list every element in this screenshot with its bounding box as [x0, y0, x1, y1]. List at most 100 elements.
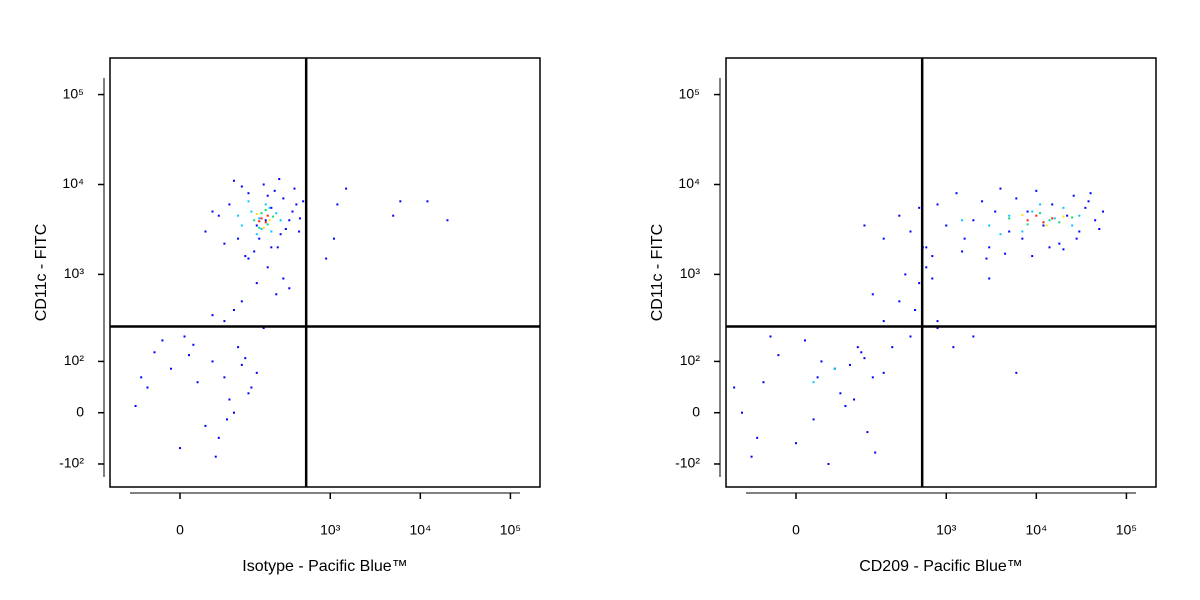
event-dot	[237, 346, 240, 349]
event-dot	[255, 233, 258, 236]
x-tick-label: 0	[176, 522, 184, 538]
event-dot	[1008, 217, 1011, 220]
event-dot	[961, 219, 964, 222]
event-dot	[288, 219, 291, 222]
plot-frame	[725, 57, 1157, 488]
event-dot	[188, 354, 191, 357]
plot: 0 10³ 10⁴ 10⁵ -10² 0 10² 10³ 10⁴ 10⁵ CD209 - Pacif…	[649, 57, 1157, 575]
event-dot	[1089, 192, 1092, 195]
event-dot	[298, 217, 301, 220]
event-dot	[276, 246, 279, 249]
event-dot	[1015, 371, 1018, 374]
event-dot	[228, 203, 231, 206]
event-dot	[240, 185, 243, 188]
event-dot	[1071, 216, 1074, 219]
y-tick-label: 10³	[680, 265, 701, 281]
event-dot	[282, 197, 285, 200]
event-dot	[204, 230, 207, 233]
event-dot	[223, 242, 226, 245]
event-dot	[253, 219, 256, 222]
plot-frame	[109, 57, 541, 488]
event-dot	[270, 230, 273, 233]
event-dot	[237, 214, 240, 217]
event-dot	[253, 250, 256, 253]
event-dot	[999, 187, 1002, 190]
y-tick-label: 10⁴	[62, 175, 84, 191]
event-dot	[134, 405, 137, 408]
event-dot	[1072, 194, 1075, 197]
event-dot	[1039, 212, 1042, 215]
event-dot	[302, 200, 305, 203]
event-dot	[282, 277, 285, 280]
event-dot	[804, 339, 807, 342]
event-dot	[1021, 213, 1024, 216]
event-dot	[820, 360, 823, 363]
event-dot	[756, 436, 759, 439]
event-dot	[1039, 203, 1042, 206]
event-dot	[446, 219, 449, 222]
event-dot	[853, 398, 856, 401]
event-dot	[262, 183, 265, 186]
event-dot	[1048, 246, 1051, 249]
event-dot	[777, 354, 780, 357]
event-dot	[211, 314, 214, 317]
event-dot	[871, 293, 874, 296]
event-dot	[981, 200, 984, 203]
event-dot	[293, 187, 296, 190]
event-dot	[909, 335, 912, 338]
event-dot	[988, 224, 991, 227]
event-dot	[196, 381, 199, 384]
event-dot	[931, 255, 934, 258]
event-dot	[270, 206, 273, 209]
x-axis-label: CD209 - Pacific Blue™	[859, 558, 1023, 575]
event-dot	[972, 335, 975, 338]
event-dot	[863, 357, 866, 360]
event-dot	[232, 179, 235, 182]
event-dot	[1102, 210, 1105, 213]
event-dot	[247, 257, 250, 260]
event-dot	[1031, 210, 1034, 213]
event-dot	[833, 367, 836, 370]
event-dot	[284, 227, 287, 230]
event-dot	[255, 212, 258, 215]
event-dot	[1048, 219, 1051, 222]
y-tick-label: 10²	[680, 352, 701, 368]
event-dot	[1066, 214, 1069, 217]
event-dot	[972, 219, 975, 222]
event-dot	[904, 273, 907, 276]
event-dot	[250, 210, 253, 213]
event-dot	[169, 367, 172, 370]
event-dot	[955, 192, 958, 195]
event-dot	[426, 200, 429, 203]
event-dot	[223, 320, 226, 323]
event-dot	[1026, 210, 1029, 213]
event-dot	[336, 203, 339, 206]
event-dot	[399, 200, 402, 203]
event-dot	[985, 257, 988, 260]
event-dot	[936, 203, 939, 206]
event-dot	[272, 215, 275, 218]
event-dot	[1078, 230, 1081, 233]
event-dot	[247, 392, 250, 395]
event-dot	[258, 237, 261, 240]
event-dot	[918, 206, 921, 209]
event-dot	[963, 237, 966, 240]
event-dot	[260, 227, 263, 230]
event-dot	[794, 442, 797, 445]
event-dot	[1021, 237, 1024, 240]
event-dot	[918, 282, 921, 285]
event-dot	[898, 300, 901, 303]
event-dot	[268, 206, 271, 209]
event-dot	[882, 371, 885, 374]
event-dot	[827, 462, 830, 465]
event-dot	[211, 210, 214, 213]
event-dot	[1008, 230, 1011, 233]
event-dot	[1008, 214, 1011, 217]
event-dot	[1094, 219, 1097, 222]
event-dot	[250, 386, 253, 389]
event-dot	[264, 219, 267, 222]
event-dot	[839, 392, 842, 395]
event-dot	[266, 223, 269, 226]
event-dot	[1031, 255, 1034, 258]
